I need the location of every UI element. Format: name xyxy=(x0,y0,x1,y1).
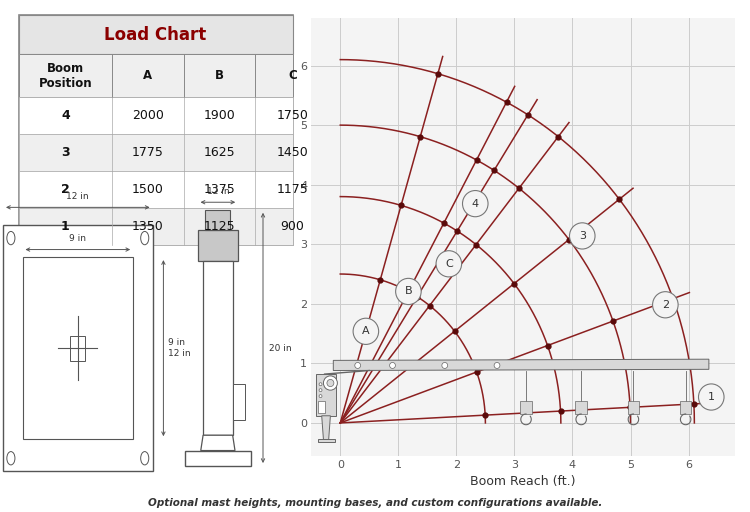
Text: 1175: 1175 xyxy=(277,183,308,196)
FancyBboxPatch shape xyxy=(318,439,335,442)
Text: B: B xyxy=(404,286,412,296)
Circle shape xyxy=(494,362,500,369)
Text: C: C xyxy=(445,259,453,269)
FancyBboxPatch shape xyxy=(19,171,292,208)
FancyBboxPatch shape xyxy=(203,261,232,435)
Text: 3: 3 xyxy=(61,146,70,159)
FancyBboxPatch shape xyxy=(198,230,238,261)
Text: 1500: 1500 xyxy=(132,183,164,196)
Text: 2: 2 xyxy=(662,300,669,310)
Circle shape xyxy=(463,190,488,217)
Circle shape xyxy=(442,362,448,369)
Circle shape xyxy=(396,279,422,305)
Text: 2000: 2000 xyxy=(132,109,164,122)
FancyBboxPatch shape xyxy=(628,401,639,414)
Circle shape xyxy=(319,395,322,398)
Circle shape xyxy=(319,383,322,386)
X-axis label: Boom Reach (ft.): Boom Reach (ft.) xyxy=(470,476,576,488)
Text: A: A xyxy=(143,69,152,82)
FancyBboxPatch shape xyxy=(19,134,292,171)
Polygon shape xyxy=(333,359,709,371)
Circle shape xyxy=(355,362,361,369)
Circle shape xyxy=(7,452,15,465)
Circle shape xyxy=(389,362,395,369)
Text: 1450: 1450 xyxy=(277,146,308,159)
Text: 20 in: 20 in xyxy=(269,344,292,353)
FancyBboxPatch shape xyxy=(19,208,292,245)
Text: Boom
Position: Boom Position xyxy=(38,61,92,90)
Circle shape xyxy=(569,223,595,249)
Circle shape xyxy=(141,231,148,245)
Circle shape xyxy=(698,384,724,410)
Text: 900: 900 xyxy=(280,220,304,233)
FancyBboxPatch shape xyxy=(520,401,532,414)
Circle shape xyxy=(7,231,15,245)
Circle shape xyxy=(323,376,338,390)
Text: Load Chart: Load Chart xyxy=(104,26,207,44)
Text: 12 in: 12 in xyxy=(206,186,230,196)
Text: 1775: 1775 xyxy=(132,146,164,159)
FancyBboxPatch shape xyxy=(680,401,692,414)
FancyBboxPatch shape xyxy=(70,336,86,360)
FancyBboxPatch shape xyxy=(316,374,336,416)
Text: 1625: 1625 xyxy=(203,146,236,159)
FancyBboxPatch shape xyxy=(19,15,292,245)
Text: 1750: 1750 xyxy=(277,109,308,122)
Circle shape xyxy=(436,251,461,277)
Text: 4: 4 xyxy=(472,199,478,208)
Text: 1900: 1900 xyxy=(203,109,236,122)
Text: 1350: 1350 xyxy=(132,220,164,233)
Circle shape xyxy=(319,389,322,392)
FancyBboxPatch shape xyxy=(22,257,133,439)
Circle shape xyxy=(327,379,334,387)
FancyBboxPatch shape xyxy=(232,384,245,420)
Text: 9 in: 9 in xyxy=(69,234,86,243)
Text: 1: 1 xyxy=(708,392,715,402)
Circle shape xyxy=(141,452,148,465)
Text: 12 in: 12 in xyxy=(67,191,89,201)
Text: 9 in
12 in: 9 in 12 in xyxy=(168,338,190,358)
Text: C: C xyxy=(288,69,297,82)
FancyBboxPatch shape xyxy=(185,451,250,466)
FancyBboxPatch shape xyxy=(3,225,152,471)
FancyBboxPatch shape xyxy=(19,54,292,97)
FancyBboxPatch shape xyxy=(206,210,230,230)
Text: A: A xyxy=(362,326,370,336)
FancyBboxPatch shape xyxy=(575,401,587,414)
Circle shape xyxy=(353,318,379,345)
Polygon shape xyxy=(322,416,331,440)
Polygon shape xyxy=(201,435,235,451)
FancyBboxPatch shape xyxy=(318,401,326,413)
Text: 3: 3 xyxy=(579,231,586,241)
Text: 2: 2 xyxy=(61,183,70,196)
FancyBboxPatch shape xyxy=(19,97,292,134)
Text: 1125: 1125 xyxy=(203,220,236,233)
Text: Optional mast heights, mounting bases, and custom configurations available.: Optional mast heights, mounting bases, a… xyxy=(148,498,602,508)
Circle shape xyxy=(652,292,678,318)
FancyBboxPatch shape xyxy=(19,15,292,54)
Text: 1375: 1375 xyxy=(203,183,236,196)
Text: 1: 1 xyxy=(61,220,70,233)
Text: 4: 4 xyxy=(61,109,70,122)
Text: B: B xyxy=(215,69,224,82)
